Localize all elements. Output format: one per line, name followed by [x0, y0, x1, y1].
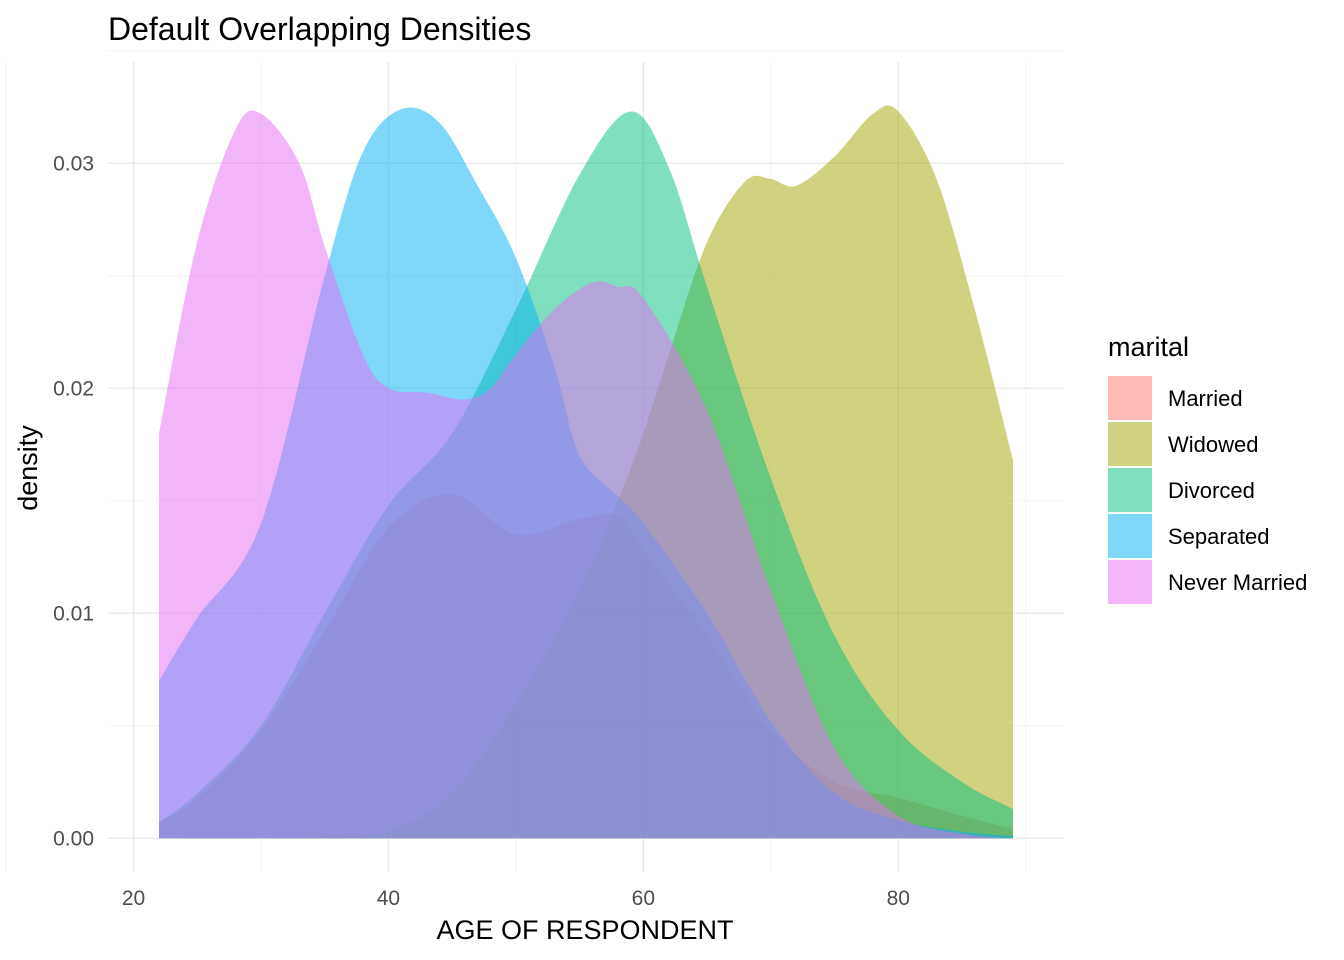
- legend-key-separated: [1108, 514, 1152, 558]
- legend: marital Married Widowed Divorced Separated N…: [1108, 332, 1307, 604]
- legend-label-married: Married: [1168, 386, 1243, 411]
- axis-ticks: 20 40 60 80 0.00 0.01 0.02 0.03: [53, 152, 910, 910]
- legend-key-widowed: [1108, 422, 1152, 466]
- legend-label-separated: Separated: [1168, 524, 1270, 549]
- legend-label-widowed: Widowed: [1168, 432, 1258, 457]
- legend-key-divorced: [1108, 468, 1152, 512]
- y-tick-label: 0.03: [53, 152, 94, 175]
- density-area-never-married: [159, 110, 1013, 839]
- legend-label-divorced: Divorced: [1168, 478, 1255, 503]
- legend-key-married: [1108, 376, 1152, 420]
- chart-title: Default Overlapping Densities: [108, 11, 531, 47]
- x-tick-label: 60: [632, 887, 655, 910]
- y-axis-title: density: [13, 425, 43, 511]
- y-tick-label: 0.01: [53, 602, 94, 625]
- x-axis-title: AGE OF RESPONDENT: [436, 915, 733, 945]
- y-tick-label: 0.02: [53, 377, 94, 400]
- y-tick-label: 0.00: [53, 827, 94, 850]
- x-tick-label: 80: [887, 887, 910, 910]
- legend-label-never-married: Never Married: [1168, 570, 1307, 595]
- x-tick-label: 40: [377, 887, 400, 910]
- x-tick-label: 20: [122, 887, 145, 910]
- legend-title: marital: [1108, 332, 1189, 362]
- density-areas: [159, 105, 1013, 839]
- legend-key-never-married: [1108, 560, 1152, 604]
